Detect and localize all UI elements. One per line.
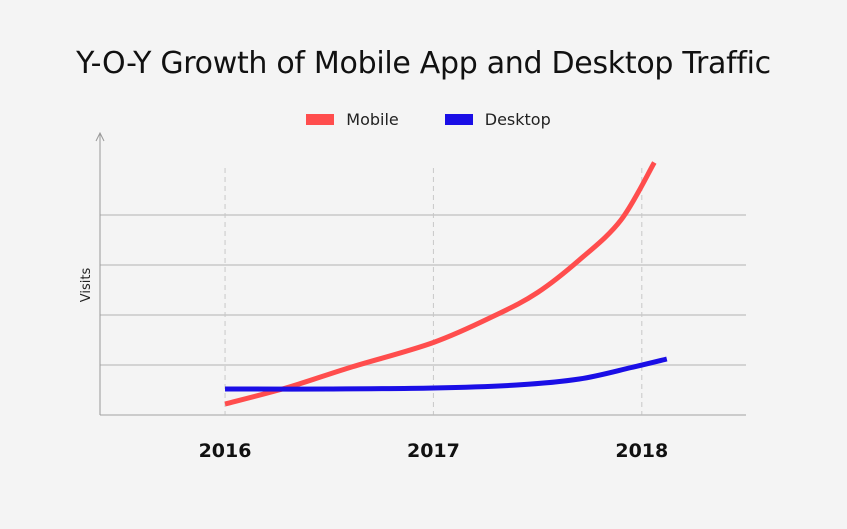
chart-title: Y-O-Y Growth of Mobile App and Desktop T… [76,46,771,81]
y-axis-arrow [95,131,105,142]
legend-swatch-desktop [444,114,473,125]
x-tick-labels: 2016 2017 2018 [199,440,669,462]
legend-label-desktop: Desktop [484,110,551,129]
series-line-desktop [225,356,668,392]
grid [100,168,746,415]
y-axis-label: Visits [79,268,94,303]
axes [95,131,746,416]
series-line-mobile [224,161,657,407]
x-tick-label-2016: 2016 [199,440,252,462]
legend-label-mobile: Mobile [346,110,399,129]
legend-swatch-mobile [306,114,335,125]
x-tick-label-2018: 2018 [615,440,668,462]
series-lines [224,161,668,407]
legend-item-desktop: Desktop [444,110,551,129]
legend-item-mobile: Mobile [306,110,399,129]
x-tick-label-2017: 2017 [407,440,460,462]
legend: Mobile Desktop [0,110,847,129]
